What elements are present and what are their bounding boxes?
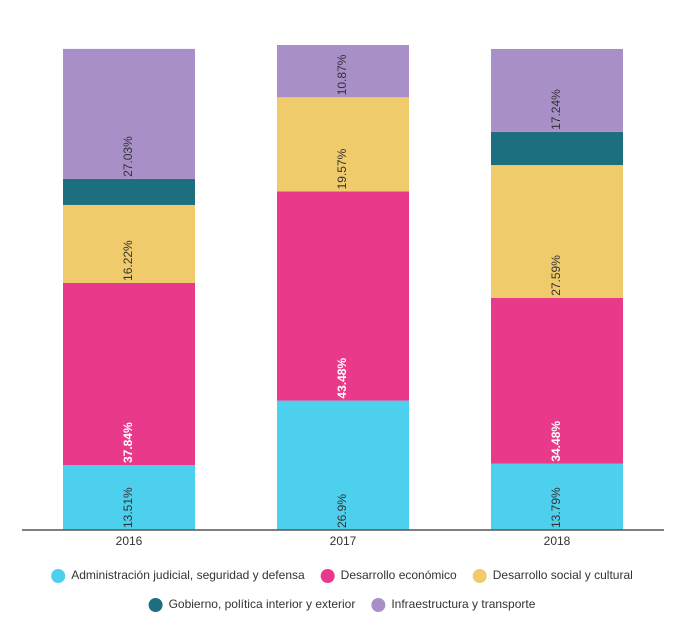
bar-segment — [63, 204, 195, 283]
value-label: 37.84% — [121, 422, 135, 463]
legend-item: Desarrollo social y cultural — [472, 568, 633, 583]
legend-item: Administración judicial, seguridad y def… — [51, 568, 305, 583]
value-label: 26.9% — [335, 494, 349, 528]
bar-segment — [277, 400, 409, 530]
legend-label: Infraestructura y transporte — [391, 597, 535, 611]
legend-swatch — [472, 569, 487, 583]
legend-item: Desarrollo económico — [320, 568, 457, 583]
x-tick-label: 2016 — [116, 534, 143, 548]
legend-label: Desarrollo económico — [341, 568, 457, 582]
value-label: 19.57% — [335, 148, 349, 189]
x-tick-label: 2017 — [330, 534, 357, 548]
bar-segment — [491, 297, 623, 464]
bar-segment — [491, 131, 623, 166]
legend-label: Administración judicial, seguridad y def… — [71, 568, 305, 582]
value-label: 10.87% — [335, 54, 349, 95]
bar-segment — [63, 178, 195, 205]
bar-segment — [277, 191, 409, 401]
value-label: 13.79% — [549, 487, 563, 528]
value-label: 27.59% — [549, 255, 563, 296]
value-label: 34.48% — [549, 421, 563, 462]
bar-segment — [63, 48, 195, 179]
bar-segment — [277, 45, 409, 98]
bar-segment — [491, 463, 623, 530]
legend-label: Desarrollo social y cultural — [493, 568, 633, 582]
legend-swatch — [51, 569, 66, 583]
legend-swatch — [320, 569, 335, 583]
x-tick-label: 2018 — [544, 534, 571, 548]
bar-segment — [491, 48, 623, 132]
legend-row: Administración judicial, seguridad y def… — [51, 568, 633, 583]
bar-segment — [491, 165, 623, 298]
value-label: 13.51% — [121, 487, 135, 528]
value-label: 27.03% — [121, 136, 135, 177]
legend-row: Gobierno, política interior y exterior In… — [148, 597, 536, 612]
bar-segment — [277, 97, 409, 192]
legend-swatch — [148, 598, 163, 612]
bar-segment — [63, 282, 195, 466]
value-label: 16.22% — [121, 240, 135, 281]
legend-swatch — [371, 598, 386, 612]
bar-segment — [63, 465, 195, 530]
legend-label: Gobierno, política interior y exterior — [169, 597, 356, 611]
legend-item: Infraestructura y transporte — [371, 597, 536, 612]
value-label: 43.48% — [335, 358, 349, 399]
value-label: 17.24% — [549, 89, 563, 130]
legend-item: Gobierno, política interior y exterior — [148, 597, 356, 612]
